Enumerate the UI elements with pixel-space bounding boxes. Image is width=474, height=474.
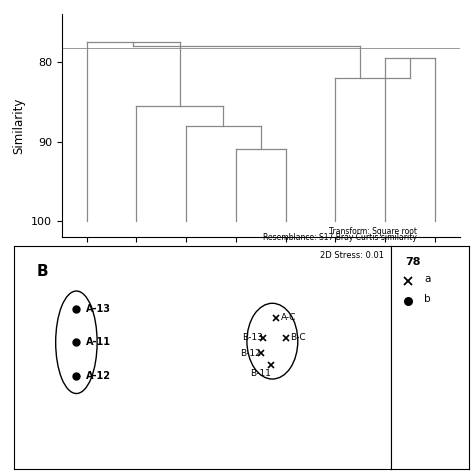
Text: 2D Stress: 0.01: 2D Stress: 0.01 [319, 251, 383, 260]
X-axis label: Samples: Samples [236, 272, 286, 284]
Text: a: a [424, 274, 430, 284]
Text: b: b [424, 294, 430, 304]
Text: B-12: B-12 [240, 349, 261, 358]
Text: B: B [37, 264, 48, 279]
Text: B-11: B-11 [250, 369, 272, 378]
Text: A-C: A-C [281, 313, 296, 322]
Text: B-C: B-C [290, 333, 306, 342]
Text: 78: 78 [405, 256, 420, 266]
Text: Resemblance: S17 Bray Curtis similarity: Resemblance: S17 Bray Curtis similarity [263, 233, 417, 242]
Text: B-13: B-13 [242, 333, 263, 342]
Y-axis label: Similarity: Similarity [12, 98, 25, 154]
Text: A-12: A-12 [86, 371, 111, 381]
Text: Transform: Square root: Transform: Square root [329, 227, 417, 236]
Text: A-13: A-13 [86, 304, 111, 314]
Text: A-11: A-11 [86, 337, 111, 347]
